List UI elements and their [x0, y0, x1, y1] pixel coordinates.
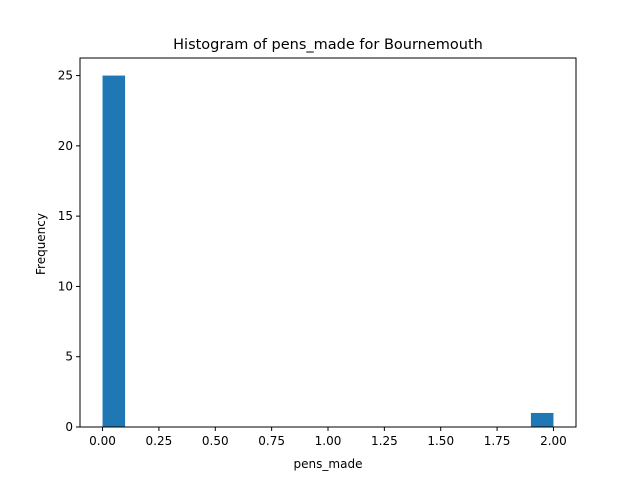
x-axis-label: pens_made	[294, 457, 363, 471]
x-tick-label: 1.75	[484, 434, 511, 448]
chart-title: Histogram of pens_made for Bournemouth	[173, 37, 483, 53]
y-tick-label: 15	[58, 209, 73, 223]
x-tick-label: 2.00	[540, 434, 567, 448]
x-tick-label: 0.75	[258, 434, 285, 448]
x-tick-label: 1.25	[371, 434, 398, 448]
bars-layer	[102, 75, 554, 428]
y-tick-label: 10	[58, 279, 73, 293]
x-tick-label: 1.50	[427, 434, 454, 448]
y-tick-label: 0	[65, 420, 73, 434]
x-tick-label: 0.50	[202, 434, 229, 448]
histogram-bar-0	[102, 75, 126, 428]
plot-frame	[79, 57, 577, 428]
y-tick-label: 5	[65, 350, 73, 364]
y-axis-ticks: 0 5 10 15 20 25	[58, 69, 80, 434]
x-tick-label: 0.00	[89, 434, 116, 448]
y-tick-label: 25	[58, 69, 73, 83]
histogram-bar-1	[530, 412, 554, 427]
x-axis-ticks: 0.00 0.25 0.50 0.75 1.00 1.25 1.50 1.75 2.00	[89, 427, 567, 448]
x-tick-label: 1.00	[315, 434, 342, 448]
y-axis-label: Frequency	[34, 213, 48, 275]
x-tick-label: 0.25	[146, 434, 173, 448]
y-tick-label: 20	[58, 139, 73, 153]
